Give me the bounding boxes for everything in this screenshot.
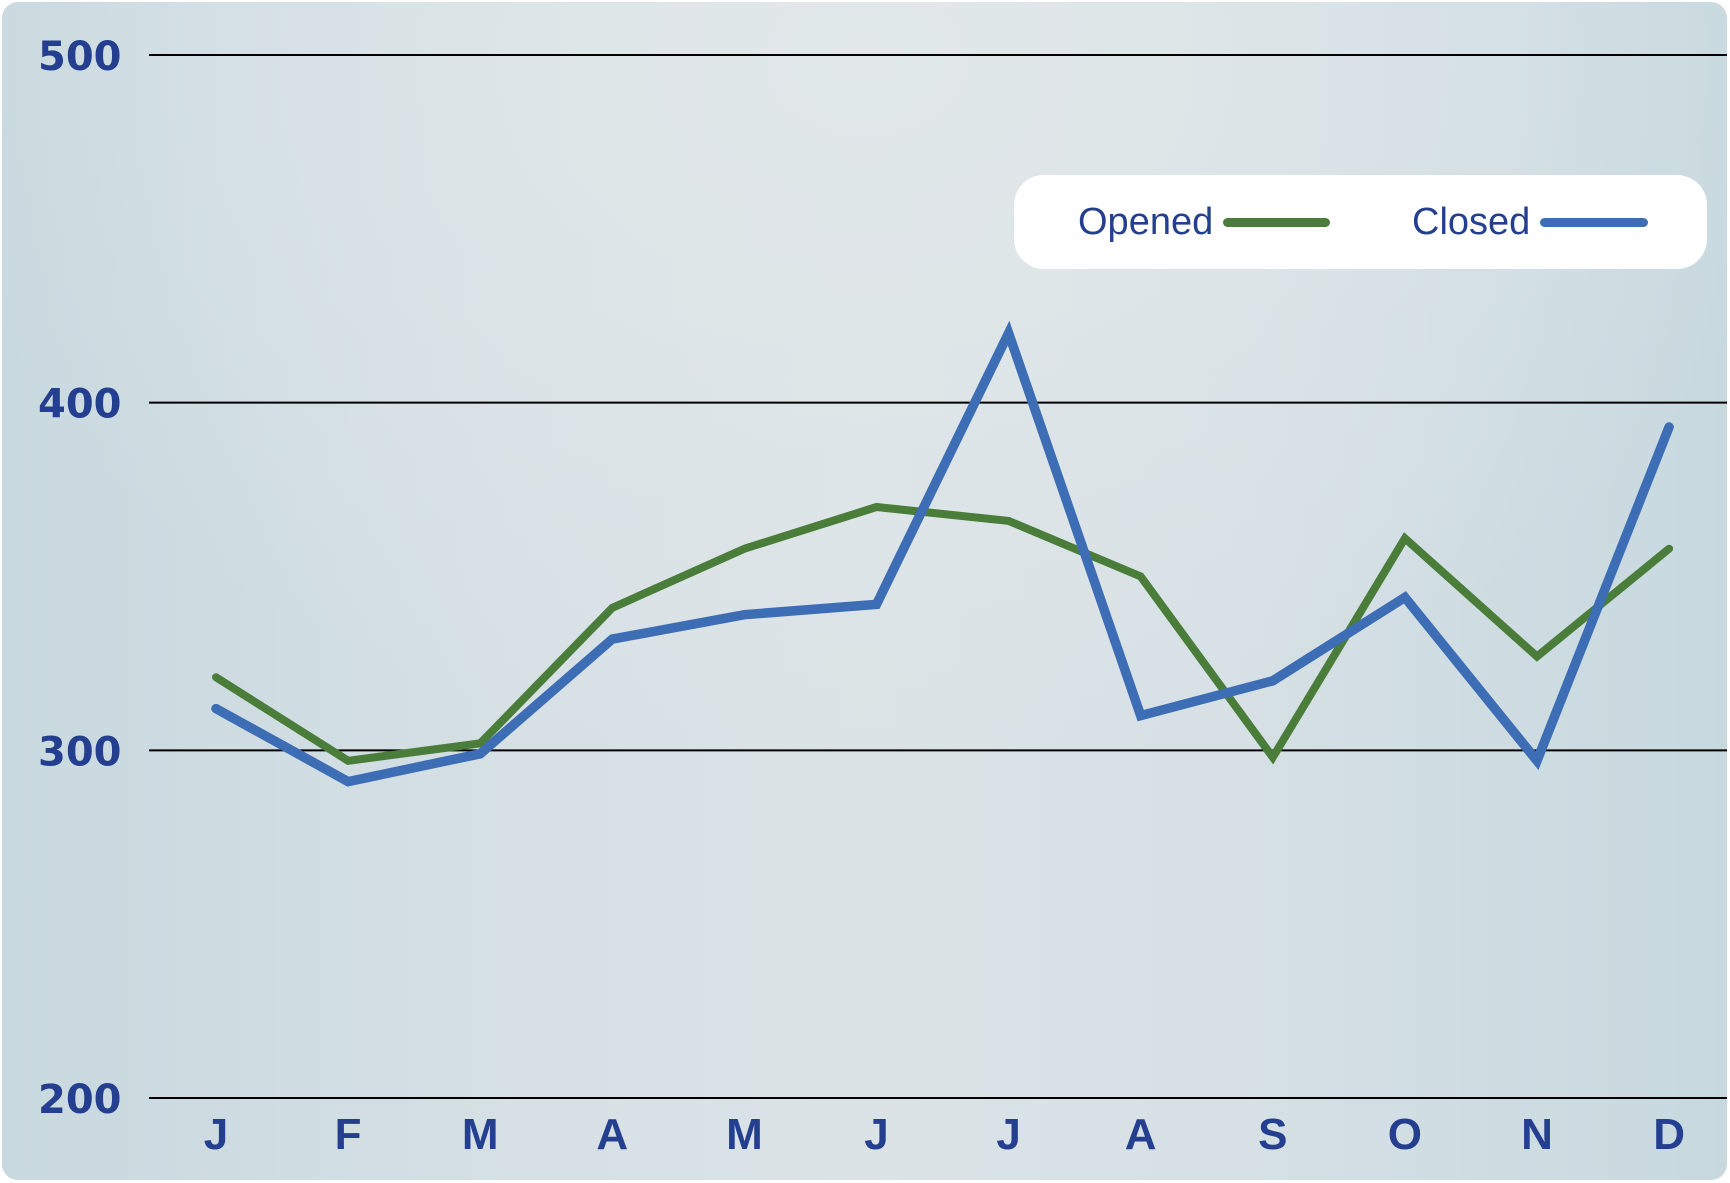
x-tick-label: N — [1521, 1110, 1553, 1159]
y-tick-label: 300 — [38, 729, 122, 775]
x-tick-label: M — [462, 1110, 499, 1159]
x-tick-label: J — [204, 1110, 228, 1159]
legend-swatch-opened — [1223, 217, 1331, 227]
y-tick-label: 500 — [38, 34, 122, 80]
legend-item-closed[interactable]: Closed — [1412, 175, 1649, 269]
x-tick-label: M — [726, 1110, 763, 1159]
series-line-closed — [211, 320, 1674, 787]
y-tick-label: 400 — [38, 382, 122, 428]
x-tick-label: A — [1125, 1110, 1157, 1159]
y-axis-labels: 200 300 400 500 — [38, 34, 122, 1123]
y-tick-label: 200 — [38, 1077, 122, 1123]
legend: Opened Closed — [1014, 175, 1707, 269]
x-tick-label: A — [596, 1110, 628, 1159]
x-tick-label: D — [1653, 1110, 1685, 1159]
legend-label-opened: Opened — [1078, 200, 1214, 243]
x-tick-label: S — [1258, 1110, 1287, 1159]
legend-swatch-closed — [1540, 217, 1649, 227]
x-tick-label: F — [335, 1110, 362, 1159]
x-tick-label: J — [864, 1110, 888, 1159]
x-tick-label: J — [996, 1110, 1020, 1159]
legend-label-closed: Closed — [1412, 200, 1531, 243]
series-lines — [211, 320, 1674, 787]
series-line-opened — [212, 502, 1674, 765]
legend-item-opened[interactable]: Opened — [1078, 175, 1331, 269]
x-tick-label: O — [1388, 1110, 1422, 1159]
